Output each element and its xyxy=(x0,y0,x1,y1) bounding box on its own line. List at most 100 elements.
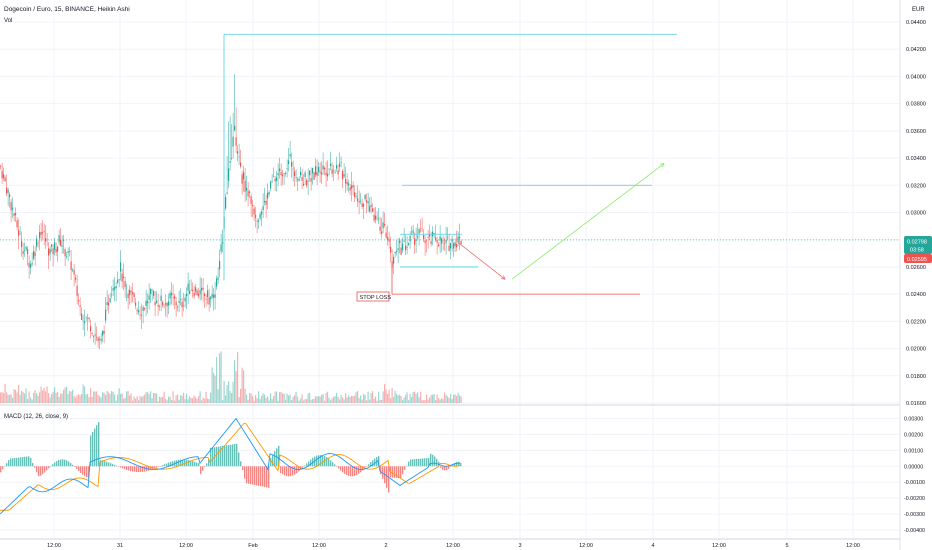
candle-body xyxy=(330,163,332,167)
volume-bar xyxy=(366,400,368,403)
macd-axis[interactable]: 0.00300 0.00200 0.00100 0.00000 -0.00100 -0.0… xyxy=(904,417,925,535)
candle-body xyxy=(201,287,203,291)
macd-histogram-bar xyxy=(330,460,332,467)
candle-body xyxy=(189,290,191,295)
candle-body xyxy=(54,242,56,250)
macd-histogram-bar xyxy=(286,466,288,477)
candle-body xyxy=(403,240,405,242)
macd-histogram-bar xyxy=(448,466,450,469)
candle-body xyxy=(52,248,54,255)
macd-histogram-bar xyxy=(224,445,226,467)
volume-bar xyxy=(301,394,303,403)
candle-body xyxy=(1,170,3,179)
volume-bar xyxy=(142,395,144,403)
candle-body xyxy=(118,279,120,280)
macd-histogram-bar xyxy=(254,466,256,485)
macd-histogram-bar xyxy=(366,466,368,467)
price-axis[interactable]: 0.04400 0.04200 0.04000 0.03800 0.03600 0.034… xyxy=(906,20,926,407)
candle-body xyxy=(388,239,390,242)
candle-body xyxy=(48,248,50,256)
macd-histogram-bar xyxy=(240,461,242,467)
candle-body xyxy=(70,261,72,271)
macd-histogram-bar xyxy=(90,435,92,467)
volume-bar xyxy=(156,393,158,403)
volume-bar xyxy=(244,388,246,403)
candle-body xyxy=(75,277,77,280)
symbol-title[interactable]: Dogecoin / Euro, 15, BINANCE, Heikin Ash… xyxy=(4,6,130,13)
volume-bar xyxy=(247,399,249,403)
volume-bar xyxy=(145,392,147,403)
volume-bar xyxy=(351,395,353,403)
candle-body xyxy=(433,233,435,235)
volume-legend[interactable]: Vol xyxy=(4,18,12,24)
candle-body xyxy=(151,289,153,291)
volume-bar xyxy=(246,394,248,403)
volume-bar xyxy=(166,400,168,403)
volume-bar xyxy=(445,394,447,403)
candle-body xyxy=(178,300,180,303)
candle-body xyxy=(33,251,35,259)
price-tick-label: 0.02600 xyxy=(906,265,926,271)
stop-loss-label[interactable]: STOP LOSS xyxy=(356,291,391,302)
macd-histogram-bar xyxy=(18,457,20,467)
volume-bar xyxy=(195,397,197,403)
candle-body xyxy=(454,242,456,247)
volume-bar xyxy=(426,394,428,403)
volume-bar xyxy=(363,393,365,403)
macd-histogram-bar xyxy=(212,447,214,467)
volume-bar xyxy=(106,390,108,403)
macd-histogram-bar xyxy=(52,464,54,467)
volume-bar xyxy=(25,388,27,403)
macd-histogram-bar xyxy=(266,466,268,488)
macd-histogram-bar xyxy=(232,444,234,467)
candle-body xyxy=(292,168,294,170)
candle-body xyxy=(346,181,348,185)
time-axis[interactable]: 12:00 31 12:00 Feb 12:00 2 12:00 3 12:00 4 12:00 5 1… xyxy=(47,543,860,549)
candle-body xyxy=(451,238,453,242)
candle-body xyxy=(129,289,131,296)
macd-histogram-bar xyxy=(164,464,166,467)
candle-body xyxy=(42,232,44,234)
macd-histogram-bar xyxy=(200,466,202,475)
macd-histogram-bar xyxy=(452,464,454,467)
macd-histogram-bar xyxy=(282,466,284,475)
volume-bar xyxy=(46,386,48,403)
macd-histogram-bar xyxy=(110,463,112,467)
volume-bar xyxy=(388,389,390,403)
volume-bar xyxy=(115,400,117,403)
volume-bar xyxy=(438,398,440,403)
candle-body xyxy=(135,302,137,306)
candle-body xyxy=(409,236,411,242)
chart-drawings[interactable] xyxy=(223,33,677,295)
candle-body xyxy=(193,292,195,297)
currency-label[interactable]: EUR xyxy=(912,7,925,13)
volume-bar xyxy=(12,397,14,403)
candle-body xyxy=(228,168,230,181)
macd-histogram-bar xyxy=(218,446,220,467)
candle-body xyxy=(372,208,374,212)
macd-histogram-bar xyxy=(370,462,372,467)
macd-histogram-bar xyxy=(402,466,404,475)
candle-body xyxy=(55,248,57,253)
candle-body xyxy=(69,251,71,252)
candle-body xyxy=(306,180,308,186)
candle-body xyxy=(78,299,80,302)
macd-legend[interactable]: MACD (12, 26, close, 9) xyxy=(4,414,68,420)
volume-bar xyxy=(60,393,62,403)
volume-bar xyxy=(342,397,344,403)
candle-body xyxy=(123,276,125,278)
macd-tick-label: -0.00400 xyxy=(904,528,925,534)
volume-bar xyxy=(154,392,156,403)
volume-bar xyxy=(286,393,288,403)
candle-body xyxy=(63,239,65,241)
macd-histogram-bar xyxy=(350,466,352,477)
candle-body xyxy=(312,167,314,174)
candle-body xyxy=(171,292,173,296)
volume-bar xyxy=(322,394,324,403)
candle-body xyxy=(438,244,440,247)
volume-bar xyxy=(67,394,69,403)
macd-pane xyxy=(0,417,462,515)
volume-bar xyxy=(148,393,150,403)
candle-body xyxy=(397,248,399,251)
